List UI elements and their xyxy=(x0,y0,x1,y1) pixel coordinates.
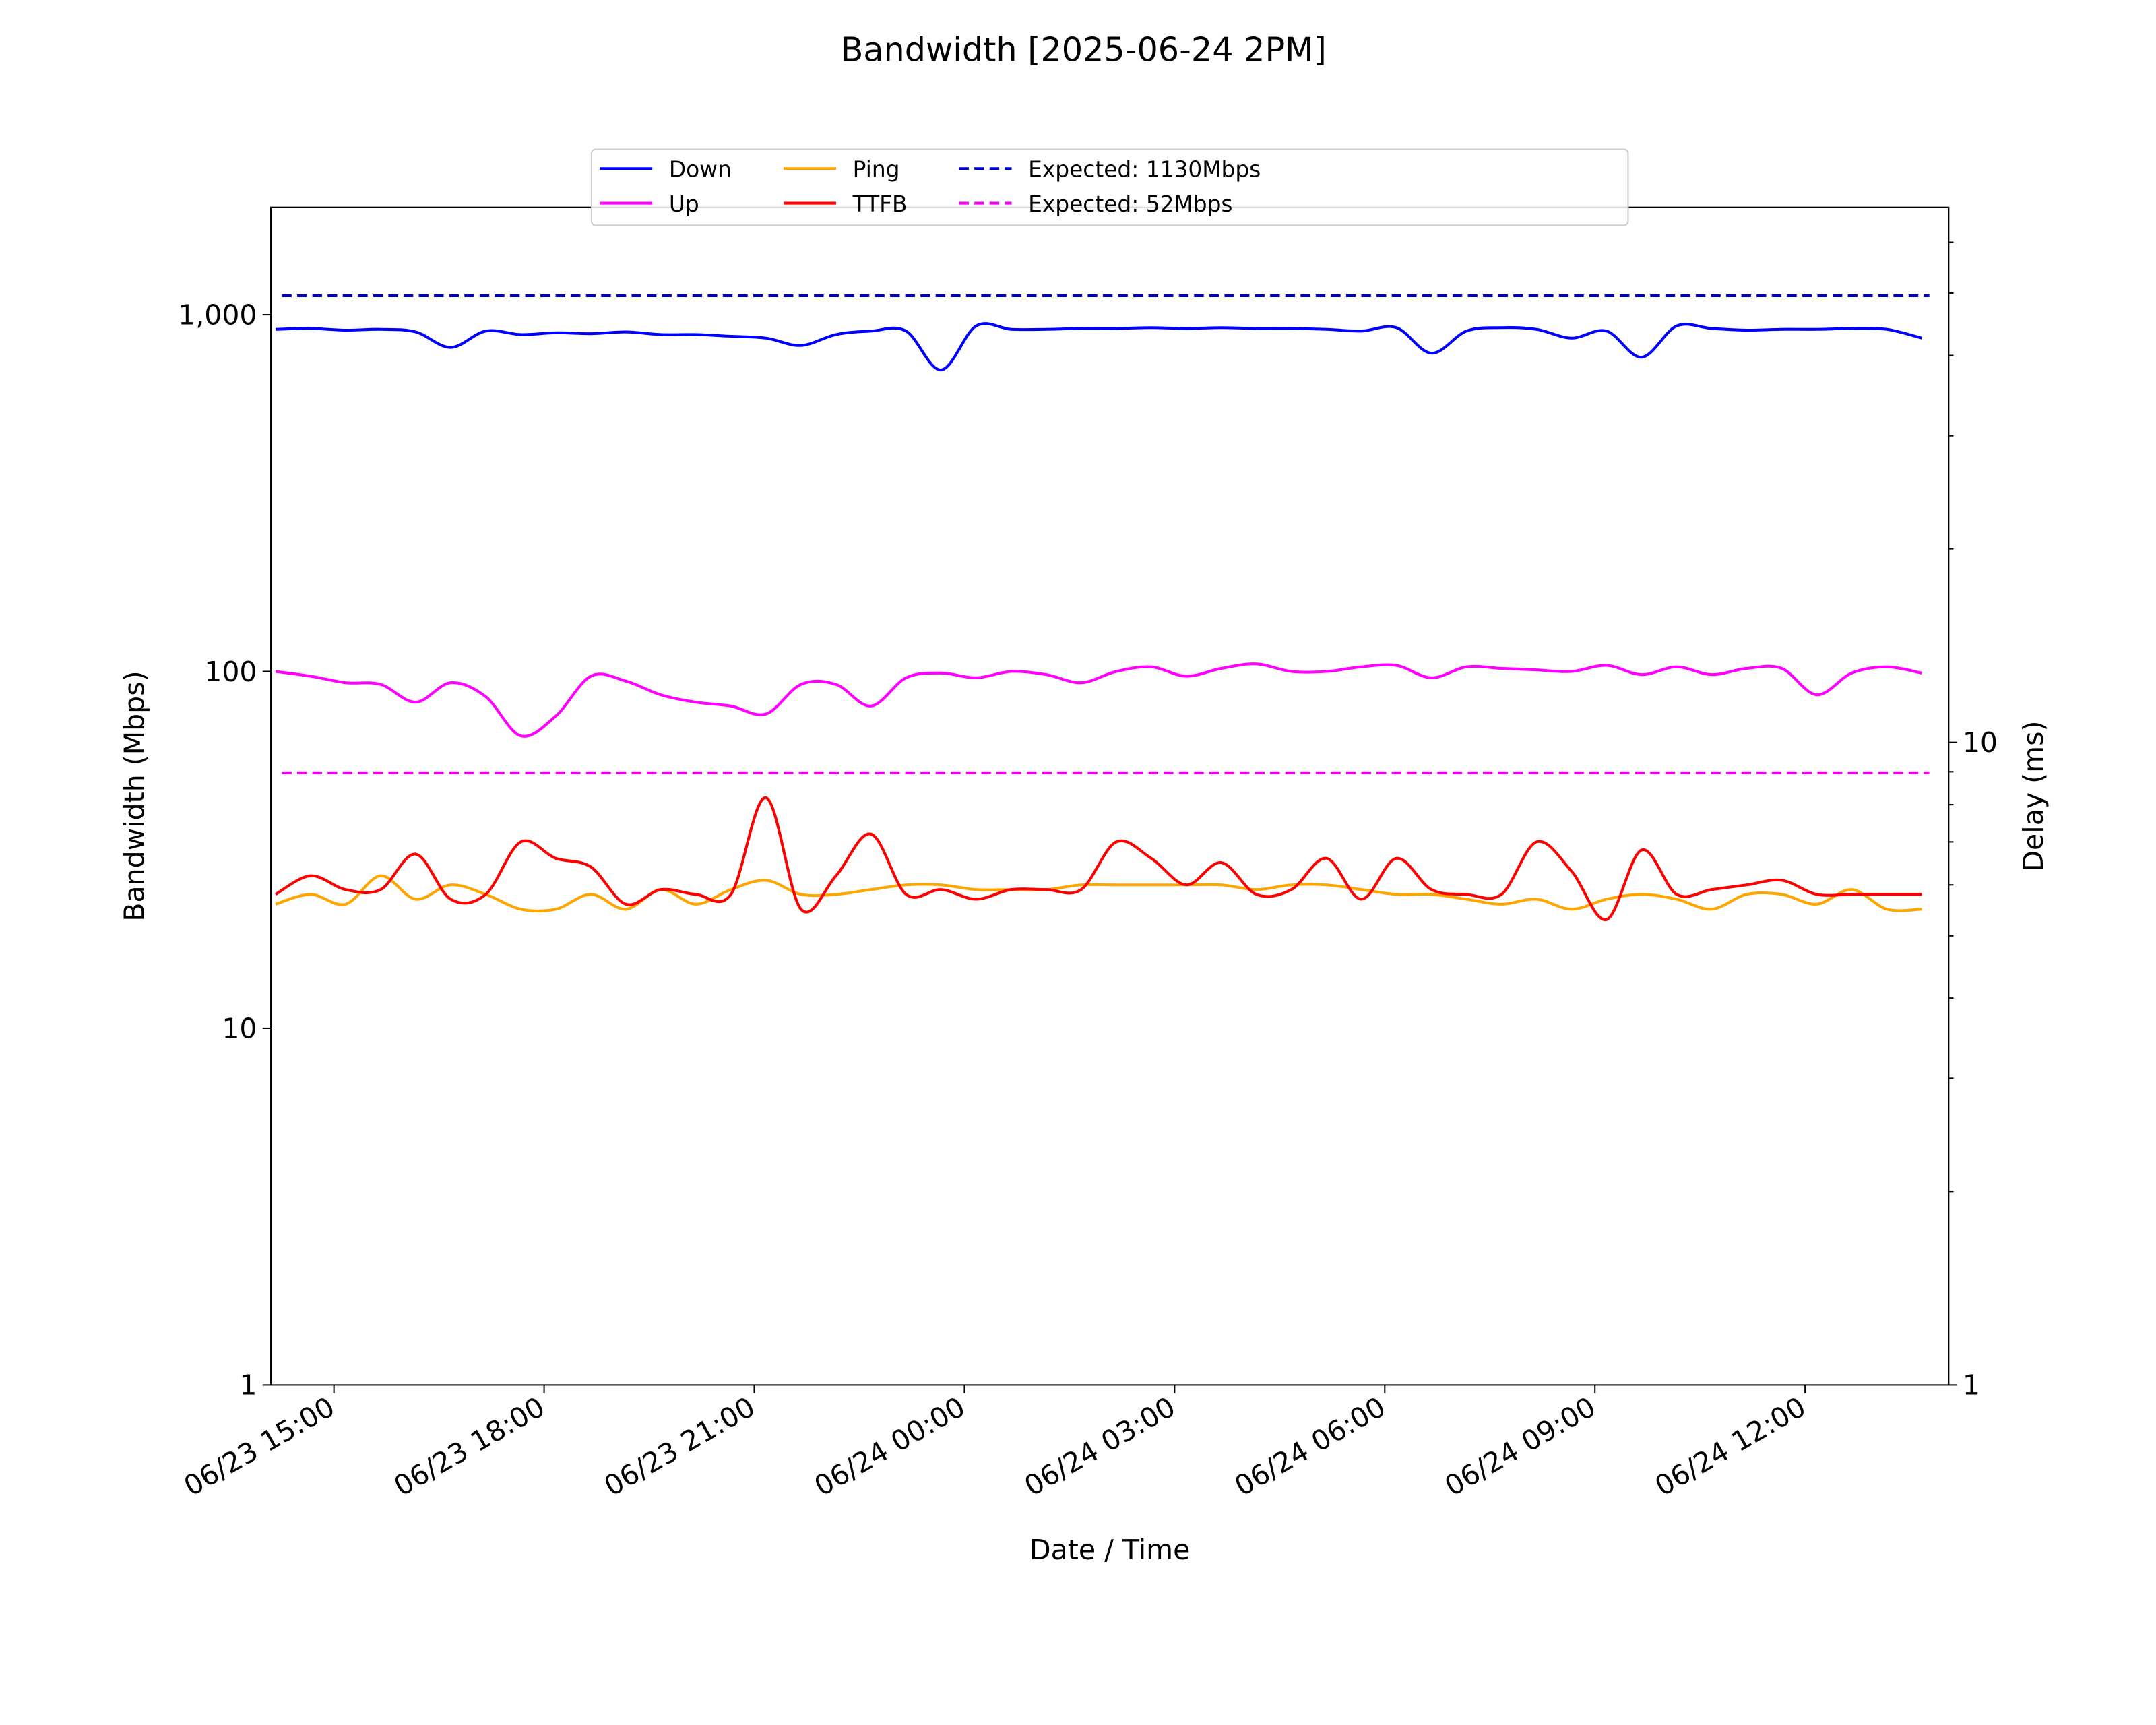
x-axis-label: Date / Time xyxy=(1029,1534,1190,1566)
y-tick-label: 100 xyxy=(204,656,257,688)
legend-label: Expected: 52Mbps xyxy=(1028,191,1232,217)
series-line xyxy=(275,662,1922,738)
chart-title: Bandwidth [2025-06-24 2PM] xyxy=(841,30,1327,69)
legend-label: TTFB xyxy=(852,191,908,217)
y2-tick-label: 10 xyxy=(1963,726,1998,759)
legend-label: Ping xyxy=(853,157,900,183)
series-line xyxy=(274,796,1922,921)
legend-label: Expected: 1130Mbps xyxy=(1028,157,1261,183)
y-tick-label: 1,000 xyxy=(178,299,257,331)
y-tick-label: 10 xyxy=(222,1012,257,1044)
legend-label: Down xyxy=(669,157,732,183)
legend-label: Up xyxy=(669,191,699,217)
legend-box xyxy=(590,148,1629,226)
series-line xyxy=(275,874,1922,913)
y-tick-label: 1 xyxy=(239,1369,257,1402)
y-axis-label: Bandwidth (Mbps) xyxy=(118,670,150,921)
y2-tick-label: 1 xyxy=(1963,1369,1980,1402)
y2-axis-label: Delay (ms) xyxy=(2017,721,2050,872)
series-line xyxy=(275,322,1922,372)
legend: Down Up Ping TTFB Expected: 1130Mbps Expected… xyxy=(590,148,1629,226)
